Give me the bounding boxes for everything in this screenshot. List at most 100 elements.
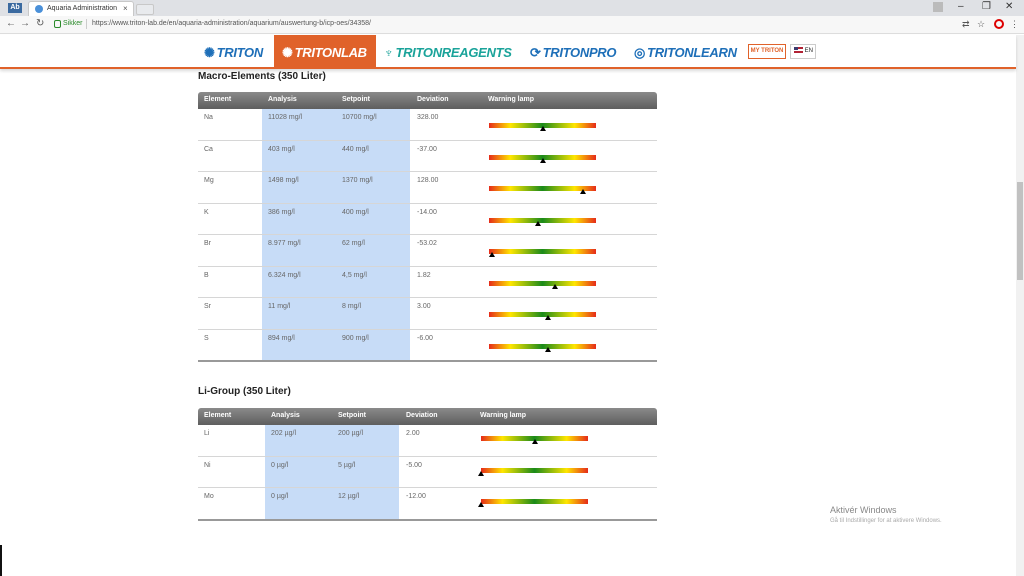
back-icon[interactable]: ← bbox=[6, 18, 16, 29]
warning-lamp-marker bbox=[531, 439, 538, 444]
cell-analysis: 6.324 mg/l bbox=[268, 271, 301, 279]
cell-setpoint: 200 µg/l bbox=[338, 430, 364, 437]
warning-lamp-marker bbox=[539, 157, 546, 163]
tritonlab-logo-icon: ✺ bbox=[282, 45, 293, 60]
table-header: Element Analysis Setpoint Deviation Warning … bbox=[198, 408, 657, 425]
scrollbar-track[interactable] bbox=[1016, 35, 1024, 576]
cell-element: B bbox=[204, 271, 209, 279]
nav-tritonpro[interactable]: ⟳ TRITONPRO bbox=[530, 45, 617, 60]
warning-lamp bbox=[489, 217, 596, 223]
close-window-icon[interactable]: ✕ bbox=[1005, 1, 1014, 12]
cell-setpoint: 1370 mg/l bbox=[342, 177, 373, 184]
cell-setpoint: 8 mg/l bbox=[342, 303, 362, 310]
url-field[interactable]: https://www.triton-lab.de/en/aquaria-adm… bbox=[92, 20, 371, 27]
macro-section-title: Macro-Elements (350 Liter) bbox=[198, 71, 326, 82]
cell-deviation: 1.82 bbox=[417, 271, 431, 279]
restore-icon[interactable]: ❐ bbox=[982, 1, 991, 12]
secure-label: Sikker bbox=[63, 20, 83, 27]
column-header-deviation[interactable]: Deviation bbox=[417, 96, 449, 103]
cell-setpoint: 900 mg/l bbox=[342, 334, 369, 342]
column-header-lamp[interactable]: Warning lamp bbox=[488, 96, 535, 103]
warning-lamp-marker bbox=[478, 502, 484, 507]
table-row: Mo 0 µg/l 12 µg/l -12.00 bbox=[198, 488, 657, 520]
language-selector[interactable]: EN bbox=[790, 44, 816, 59]
table-row: Ca 403 mg/l 440 mg/l -37.00 bbox=[198, 141, 657, 172]
cell-setpoint: 440 mg/l bbox=[342, 145, 369, 153]
column-header-analysis[interactable]: Analysis bbox=[268, 96, 297, 103]
table-row: Mg 1498 mg/l 1370 mg/l 128.00 bbox=[198, 172, 657, 204]
column-header-analysis[interactable]: Analysis bbox=[271, 412, 300, 419]
warning-lamp bbox=[481, 467, 588, 473]
column-header-setpoint[interactable]: Setpoint bbox=[342, 96, 370, 103]
cell-deviation: -12.00 bbox=[406, 493, 426, 500]
column-header-setpoint[interactable]: Setpoint bbox=[338, 412, 366, 419]
table-bottom-border bbox=[198, 518, 657, 521]
analysis-setpoint-highlight bbox=[265, 425, 399, 520]
url-separator bbox=[86, 19, 87, 29]
us-flag-icon bbox=[794, 47, 803, 53]
warning-lamp-marker bbox=[539, 126, 546, 131]
table-row: S 894 mg/l 900 mg/l -6.00 bbox=[198, 330, 657, 361]
opera-icon[interactable] bbox=[994, 19, 1004, 29]
new-tab-button[interactable] bbox=[136, 4, 154, 15]
cell-element: Mg bbox=[204, 177, 214, 184]
windows-activation-text: Gå til Indstillinger for at aktivere Win… bbox=[830, 518, 942, 524]
nav-tritonreagents[interactable]: ♆ TRITONREAGENTS bbox=[384, 45, 512, 60]
cell-element: Br bbox=[204, 240, 211, 247]
column-header-lamp[interactable]: Warning lamp bbox=[480, 412, 527, 419]
nav-tritonlab[interactable]: ✺ TRITONLAB bbox=[282, 45, 367, 60]
bookmark-star-icon[interactable]: ☆ bbox=[977, 19, 986, 29]
cell-element: Ca bbox=[204, 145, 213, 153]
cell-element: Ni bbox=[204, 461, 211, 469]
warning-lamp bbox=[481, 436, 588, 441]
cell-setpoint: 12 µg/l bbox=[338, 493, 360, 500]
active-brand-highlight bbox=[274, 35, 376, 69]
cell-element: Sr bbox=[204, 303, 211, 310]
warning-lamp bbox=[489, 186, 596, 191]
cell-element: S bbox=[204, 334, 209, 342]
user-profile-icon[interactable] bbox=[933, 2, 943, 12]
lock-icon bbox=[54, 20, 61, 28]
cell-element: Li bbox=[204, 430, 210, 437]
minimize-icon[interactable]: – bbox=[958, 1, 964, 12]
nav-triton[interactable]: ✺ TRITON bbox=[204, 45, 263, 60]
my-triton-button[interactable]: MY TRITON bbox=[748, 44, 786, 59]
scrollbar-thumb[interactable] bbox=[1017, 182, 1023, 280]
triton-logo-icon: ✺ bbox=[204, 45, 215, 60]
browser-tab[interactable]: Aquaria Administration × bbox=[28, 1, 134, 16]
warning-lamp-marker bbox=[478, 470, 484, 476]
address-bar: ← → ↻ Sikker https://www.triton-lab.de/e… bbox=[0, 16, 1024, 34]
translate-icon[interactable]: ⇄ bbox=[962, 19, 970, 29]
cell-deviation: -37.00 bbox=[417, 145, 437, 153]
cell-deviation: -53.02 bbox=[417, 240, 437, 247]
cell-analysis: 1498 mg/l bbox=[268, 177, 299, 184]
warning-lamp bbox=[489, 280, 596, 286]
site-header: ✺ TRITON ✺ TRITONLAB ♆ TRITONREAGENTS ⟳ TRIT… bbox=[0, 35, 1016, 69]
column-header-deviation[interactable]: Deviation bbox=[406, 412, 438, 419]
cell-analysis: 11 mg/l bbox=[268, 303, 291, 310]
table-bottom-border bbox=[198, 360, 657, 362]
warning-lamp-marker bbox=[552, 283, 559, 289]
column-header-element[interactable]: Element bbox=[204, 96, 232, 103]
warning-lamp-marker bbox=[544, 315, 551, 320]
column-header-element[interactable]: Element bbox=[204, 412, 232, 419]
cell-setpoint: 5 µg/l bbox=[338, 461, 356, 469]
warning-lamp bbox=[489, 154, 596, 160]
table-row: K 386 mg/l 400 mg/l -14.00 bbox=[198, 204, 657, 235]
menu-icon[interactable]: ⋮ bbox=[1010, 19, 1019, 29]
nav-tritonlearn[interactable]: ◎ TRITONLEARN bbox=[634, 45, 737, 60]
cell-analysis: 8.977 mg/l bbox=[268, 240, 301, 247]
forward-icon[interactable]: → bbox=[20, 18, 30, 29]
li-section-title: Li-Group (350 Liter) bbox=[198, 386, 291, 397]
warning-lamp bbox=[489, 123, 596, 128]
reload-icon[interactable]: ↻ bbox=[36, 18, 45, 29]
cell-setpoint: 400 mg/l bbox=[342, 208, 369, 216]
cell-setpoint: 62 mg/l bbox=[342, 240, 365, 247]
tab-close-icon[interactable]: × bbox=[123, 4, 128, 13]
app-badge[interactable]: Ab bbox=[8, 3, 22, 13]
warning-lamp bbox=[489, 343, 596, 349]
table-row: Na 11028 mg/l 10700 mg/l 328.00 bbox=[198, 109, 657, 141]
screen-edge bbox=[0, 545, 2, 576]
table-row: Sr 11 mg/l 8 mg/l 3.00 bbox=[198, 298, 657, 330]
table-row: Br 8.977 mg/l 62 mg/l -53.02 bbox=[198, 235, 657, 267]
